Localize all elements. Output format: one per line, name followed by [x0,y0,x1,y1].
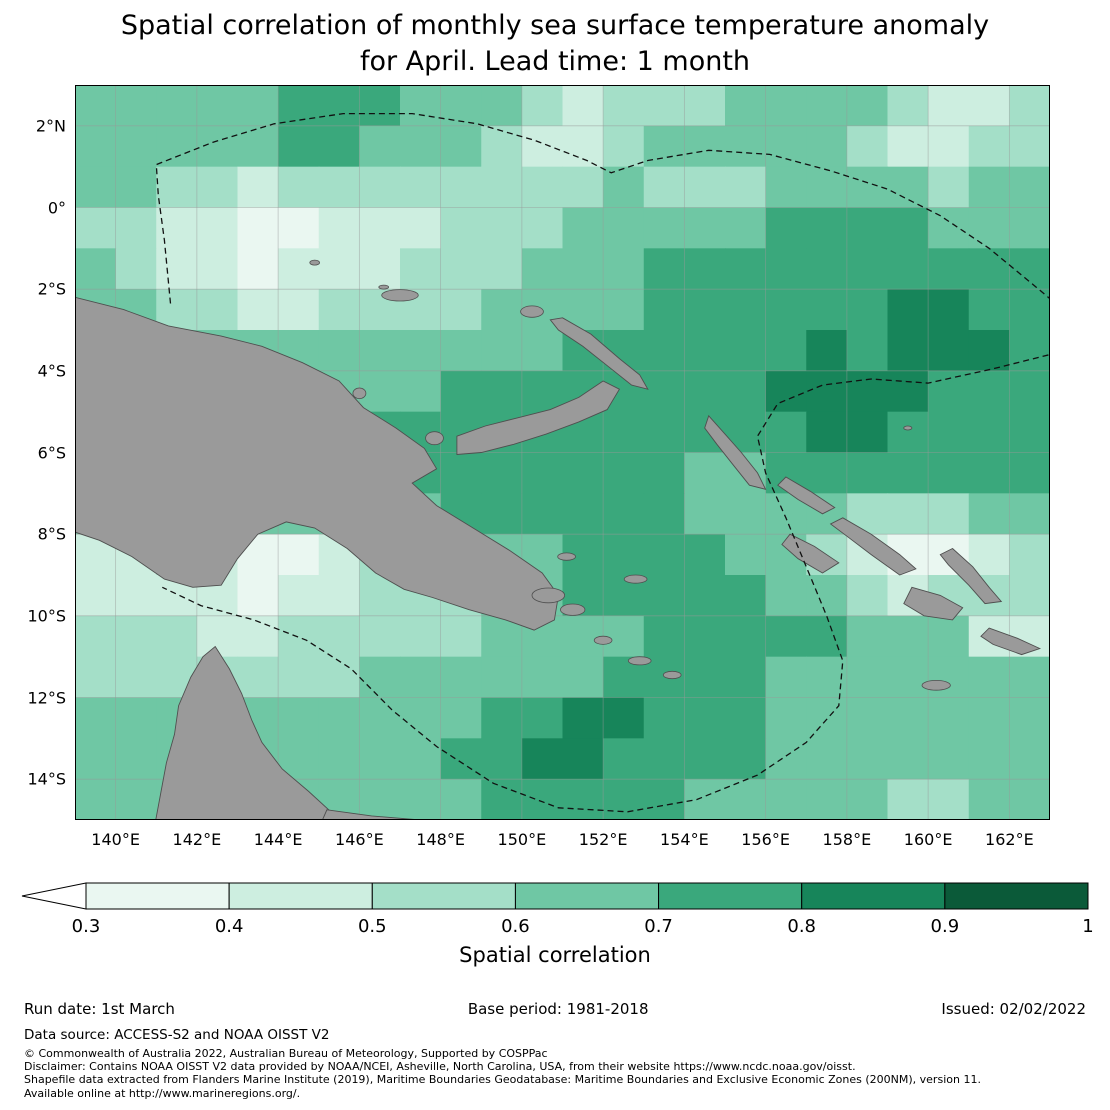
metadata-row: Run date: 1st March Base period: 1981-20… [24,1000,1086,1018]
data-source: Data source: ACCESS-S2 and NOAA OISST V2 [24,1027,330,1043]
map-canvas [75,85,1050,820]
colorbar-canvas [21,882,1089,910]
y-tick-label: 14°S [27,769,66,789]
y-tick-label: 2°S [37,279,66,299]
y-tick-label: 10°S [27,606,66,626]
colorbar-tick-label: 0.7 [644,916,673,937]
y-tick-label: 8°S [37,524,66,544]
fine-print: © Commonwealth of Australia 2022, Austra… [24,1047,1090,1100]
colorbar-tick-label: 0.8 [787,916,817,937]
y-tick-label: 4°S [37,361,66,381]
x-tick-label: 162°E [985,830,1034,849]
colorbar-tick-label: 0.5 [357,916,387,937]
x-tick-label: 140°E [91,830,140,849]
x-tick-label: 148°E [416,830,465,849]
available-online-line: Available online at http://www.marinereg… [24,1086,301,1100]
x-tick-label: 158°E [822,830,872,849]
x-tick-label: 142°E [172,830,222,849]
y-tick-label: 12°S [27,688,66,707]
figure-title-line1: Spatial correlation of monthly sea surfa… [120,10,990,41]
x-tick-label: 150°E [497,830,547,849]
x-tick-label: 146°E [335,830,384,849]
x-tick-label: 154°E [660,830,709,849]
colorbar-tick-label: 0.9 [930,916,960,937]
disclaimer-line: Disclaimer: Contains NOAA OISST V2 data … [24,1060,856,1074]
x-tick-label: 160°E [903,830,953,849]
issued-date: Issued: 02/02/2022 [941,1000,1086,1018]
figure-title-line2: for April. Lead time: 1 month [359,45,751,77]
base-period: Base period: 1981-2018 [467,1000,649,1018]
shapefile-line: Shapefile data extracted from Flanders M… [24,1073,981,1087]
colorbar-tick-label: 0.3 [71,916,101,937]
x-tick-label: 144°E [253,830,303,849]
run-date: Run date: 1st March [24,1000,175,1018]
x-tick-label: 152°E [578,830,628,849]
colorbar-label: Spatial correlation [459,943,651,967]
figure-title: Spatial correlation of monthly sea surfa… [0,8,1110,80]
y-tick-label: 2°N [35,116,66,136]
y-tick-label: 0° [47,198,66,217]
colorbar-tick-label: 0.6 [501,916,530,937]
colorbar [20,882,1090,912]
copyright-line: © Commonwealth of Australia 2022, Austra… [24,1047,548,1060]
y-tick-label: 6°S [37,443,66,462]
map-frame [75,85,1050,820]
x-tick-label: 156°E [741,830,790,849]
colorbar-tick-label: 1 [1082,916,1094,937]
colorbar-tick-label: 0.4 [214,916,244,937]
